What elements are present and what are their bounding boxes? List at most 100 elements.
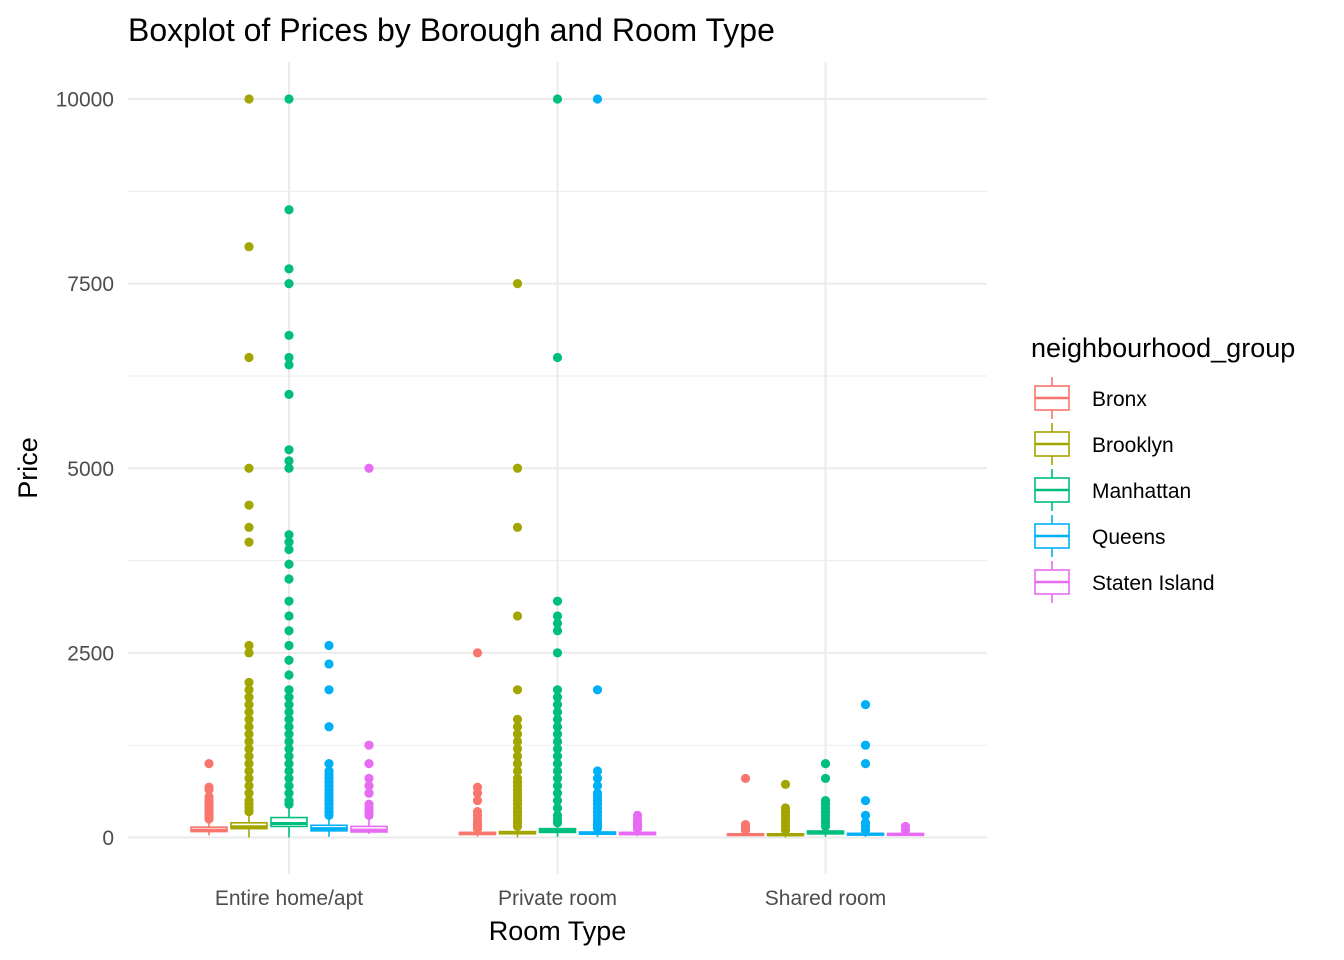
outlier-point xyxy=(244,788,254,798)
outlier-point xyxy=(512,729,523,739)
legend-item: Bronx xyxy=(1032,375,1147,421)
outlier-point xyxy=(364,799,374,809)
outlier-point xyxy=(552,707,563,717)
x-tick-label: Entire home/apt xyxy=(215,887,363,910)
outlier-point xyxy=(512,773,523,784)
outlier-point xyxy=(512,611,523,621)
outlier-point xyxy=(244,699,254,710)
outlier-point xyxy=(244,500,254,510)
legend-item: Brooklyn xyxy=(1032,421,1174,467)
outlier-point xyxy=(860,740,871,750)
box-layer xyxy=(190,805,925,838)
legend-label: Staten Island xyxy=(1092,572,1215,595)
outlier-point xyxy=(284,559,294,569)
outlier-point xyxy=(284,795,294,806)
outlier-point xyxy=(284,773,294,784)
outlier-point xyxy=(552,685,563,695)
outlier-point xyxy=(552,352,563,363)
outlier-point xyxy=(860,699,871,710)
box-group xyxy=(538,823,577,837)
legend-item: Manhattan xyxy=(1032,467,1191,513)
outlier-point xyxy=(472,795,483,806)
outlier-point xyxy=(284,714,294,724)
outlier-point xyxy=(284,456,294,466)
outlier-point xyxy=(552,773,563,784)
outlier-layer xyxy=(204,94,911,835)
legend-title: neighbourhood_group xyxy=(1031,333,1295,363)
outlier-point xyxy=(284,655,294,665)
outlier-point xyxy=(860,795,871,806)
outlier-point xyxy=(552,611,563,621)
outlier-point xyxy=(244,766,254,776)
outlier-point xyxy=(364,759,374,769)
outlier-point xyxy=(324,722,334,732)
box-group xyxy=(498,828,537,838)
outlier-point xyxy=(592,781,603,791)
outlier-point xyxy=(244,759,254,769)
y-tick-label: 0 xyxy=(102,827,114,850)
outlier-point xyxy=(780,803,791,813)
outlier-point xyxy=(284,729,294,739)
legend-label: Queens xyxy=(1092,526,1166,549)
outlier-point xyxy=(284,360,294,370)
outlier-point xyxy=(364,740,374,750)
outlier-point xyxy=(552,759,563,769)
y-tick-label: 5000 xyxy=(67,458,114,481)
outlier-point xyxy=(284,751,294,761)
y-axis-title: Price xyxy=(13,437,43,499)
outlier-point xyxy=(592,773,603,784)
legend-items: Bronx Brooklyn Manhattan Queens Staten Islan… xyxy=(1032,375,1215,605)
outlier-point xyxy=(472,782,483,792)
outlier-point xyxy=(552,699,563,710)
outlier-point xyxy=(284,722,294,732)
outlier-point xyxy=(900,821,911,832)
outlier-point xyxy=(284,670,294,680)
outlier-point xyxy=(284,744,294,754)
outlier-point xyxy=(244,94,254,104)
outlier-point xyxy=(244,685,254,695)
outlier-point xyxy=(552,803,563,813)
outlier-point xyxy=(284,205,294,215)
outlier-point xyxy=(244,736,254,747)
legend-label: Manhattan xyxy=(1092,480,1191,503)
outlier-point xyxy=(512,463,523,473)
outlier-point xyxy=(284,537,294,547)
outlier-point xyxy=(244,773,254,784)
outlier-point xyxy=(284,330,294,340)
outlier-point xyxy=(512,279,523,289)
outlier-point xyxy=(284,389,294,399)
outlier-point xyxy=(740,819,751,830)
outlier-point xyxy=(284,707,294,717)
outlier-point xyxy=(244,648,254,658)
legend-label: Brooklyn xyxy=(1092,434,1174,457)
outlier-point xyxy=(284,692,294,702)
outlier-point xyxy=(552,729,563,739)
outlier-point xyxy=(244,751,254,761)
outlier-point xyxy=(512,736,523,747)
x-axis-title: Room Type xyxy=(489,916,627,946)
outlier-point xyxy=(592,94,603,104)
outlier-point xyxy=(512,522,523,532)
y-tick-label: 7500 xyxy=(67,273,114,296)
box-group xyxy=(270,805,308,838)
outlier-point xyxy=(364,788,374,798)
outlier-point xyxy=(284,766,294,776)
outlier-point xyxy=(244,522,254,532)
outlier-point xyxy=(244,537,254,547)
outlier-point xyxy=(512,722,523,732)
legend-label: Bronx xyxy=(1092,388,1147,411)
legend: neighbourhood_group Bronx Brooklyn Manhatt… xyxy=(1031,333,1295,605)
outlier-point xyxy=(284,530,294,540)
box-group xyxy=(230,813,268,838)
legend-item: Staten Island xyxy=(1032,559,1215,605)
outlier-point xyxy=(552,648,563,658)
outlier-point xyxy=(244,677,254,688)
outlier-point xyxy=(552,766,563,776)
outlier-point xyxy=(552,692,563,702)
box-group xyxy=(350,818,388,834)
box-group xyxy=(310,817,348,837)
outlier-point xyxy=(472,648,483,658)
outlier-point xyxy=(552,788,563,798)
outlier-point xyxy=(324,685,334,695)
outlier-point xyxy=(284,352,294,363)
